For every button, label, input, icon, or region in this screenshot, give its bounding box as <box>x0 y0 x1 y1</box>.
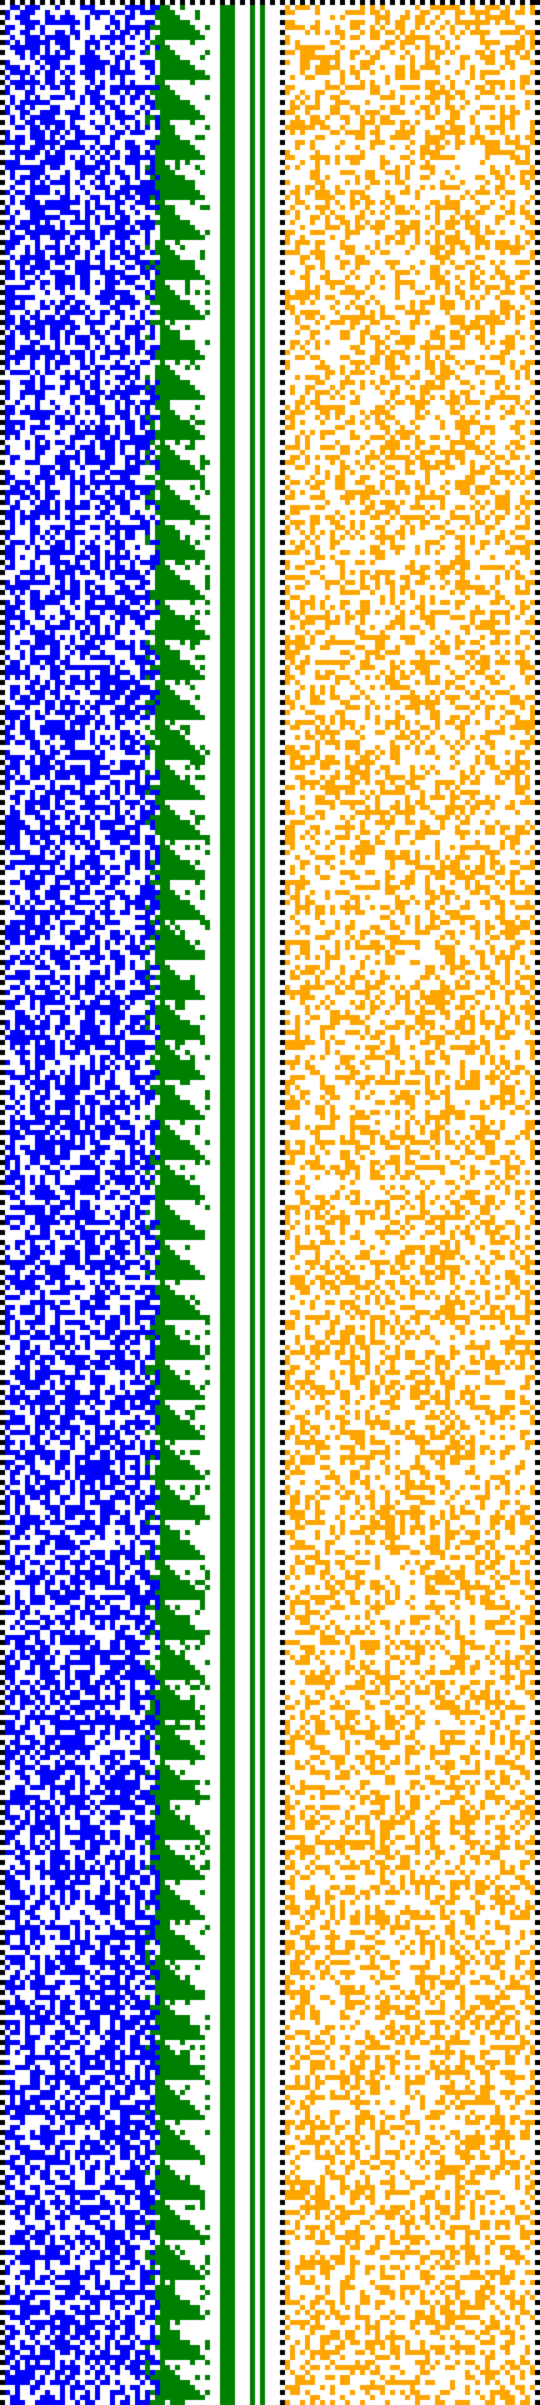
data-matrix-heatmap <box>0 0 540 2405</box>
